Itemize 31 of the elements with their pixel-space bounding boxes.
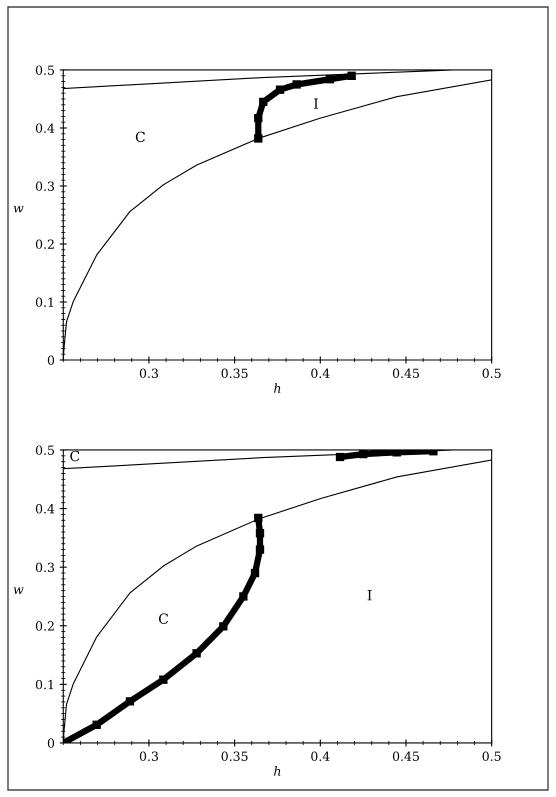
- x-tick-label: 0.4: [311, 368, 330, 378]
- x-tick-label: 0.3: [140, 752, 158, 761]
- y-tick-label: 0.3: [36, 562, 54, 572]
- x-axis-title: h: [274, 383, 280, 393]
- y-tick-label: 0.3: [36, 181, 54, 191]
- y-tick-label: 0.4: [36, 123, 54, 133]
- x-tick-label: 0.3: [140, 368, 158, 378]
- x-tick-label: 0.45: [392, 752, 419, 761]
- y-axis-title: w: [14, 206, 24, 212]
- y-tick-label: 0.4: [36, 504, 54, 514]
- y-tick-label: 0: [48, 355, 54, 365]
- y-tick-label: 0.2: [36, 239, 54, 249]
- x-tick-label: 0.5: [482, 368, 501, 378]
- x-tick-label: 0.35: [222, 368, 248, 378]
- annotation: C: [158, 613, 168, 624]
- y-tick-label: 0.1: [36, 297, 54, 307]
- x-tick-label: 0.5: [482, 752, 501, 761]
- annotation: C: [136, 132, 145, 142]
- y-axis-title: w: [14, 587, 24, 594]
- x-tick-label: 0.35: [222, 752, 248, 761]
- annotation: I: [314, 98, 318, 109]
- y-tick-label: 0.1: [36, 680, 54, 690]
- x-tick-label: 0.45: [392, 368, 419, 378]
- y-tick-label: 0.2: [36, 621, 54, 631]
- y-tick-label: 0.5: [36, 445, 54, 455]
- annotation: C: [70, 450, 80, 462]
- x-tick-label: 0.4: [311, 752, 330, 761]
- y-tick-label: 0: [48, 738, 54, 748]
- x-axis-title: h: [274, 766, 280, 776]
- y-tick-label: 0.5: [36, 65, 54, 75]
- annotation: I: [368, 590, 372, 600]
